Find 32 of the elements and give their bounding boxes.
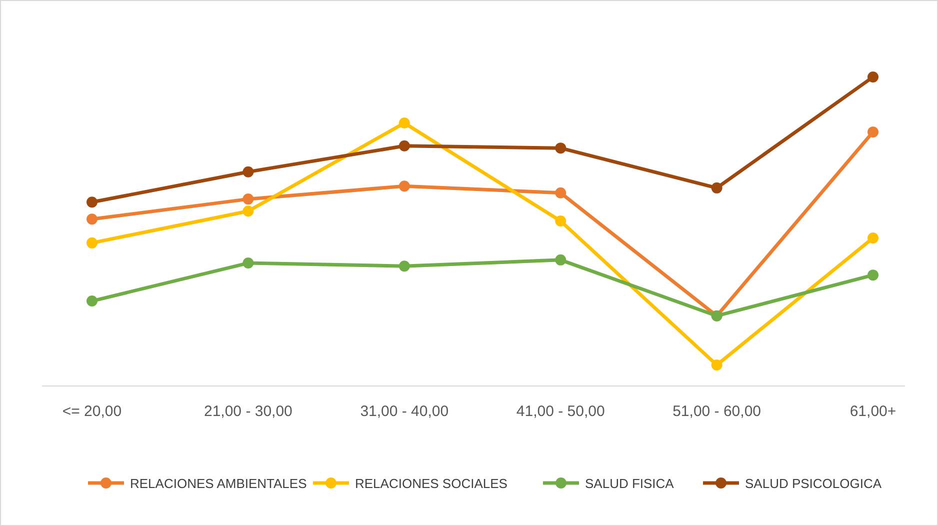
point — [398, 180, 410, 192]
point — [555, 215, 566, 226]
point — [711, 182, 722, 194]
x-tick-label: <= 20,00 — [62, 403, 122, 420]
legend-label: SALUD FISICA — [585, 476, 674, 491]
point — [868, 126, 878, 138]
point — [868, 270, 878, 281]
point — [86, 214, 98, 225]
x-tick-label: 41,00 - 50,00 — [516, 403, 605, 420]
legend-label: SALUD PSICOLOGICA — [745, 476, 882, 491]
point — [555, 142, 566, 154]
point — [242, 206, 254, 217]
point — [86, 196, 98, 208]
x-tick-label: 21,00 - 30,00 — [204, 403, 292, 420]
point — [242, 194, 254, 205]
point — [555, 187, 566, 198]
point — [86, 237, 98, 248]
x-tick-label: 51,00 - 60,00 — [672, 403, 762, 420]
point — [242, 166, 254, 178]
x-tick-label: 61,00+ — [850, 403, 896, 420]
x-tick-label: 31,00 - 40,00 — [360, 403, 449, 420]
point — [868, 232, 878, 244]
point — [398, 140, 410, 152]
point — [868, 72, 878, 82]
legend-label: RELACIONES SOCIALES — [355, 476, 508, 491]
point — [398, 260, 410, 272]
point — [86, 296, 98, 307]
point — [242, 258, 254, 269]
point — [711, 359, 722, 370]
point — [555, 254, 566, 266]
point — [398, 118, 410, 129]
legend-label: RELACIONES AMBIENTALES — [130, 476, 308, 491]
